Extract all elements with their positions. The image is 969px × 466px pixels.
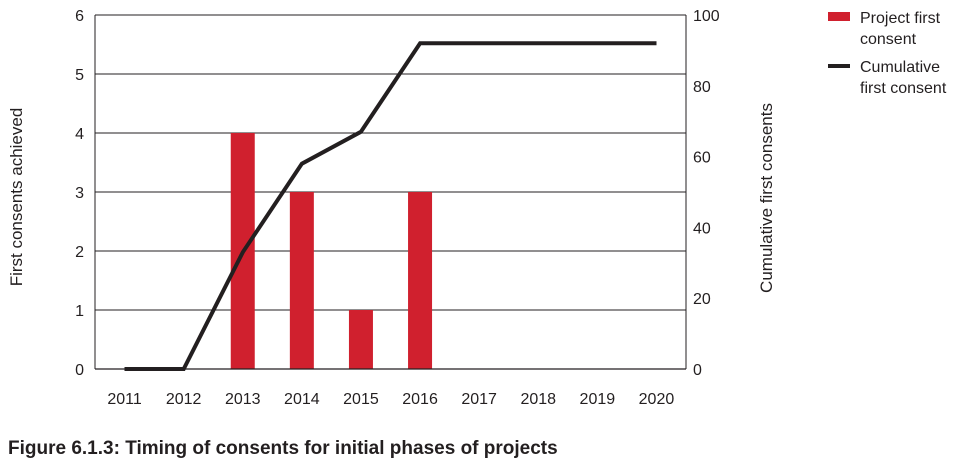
- x-tick-label: 2015: [343, 391, 379, 408]
- y-left-tick-label: 5: [75, 67, 84, 84]
- figure-caption: Figure 6.1.3: Timing of consents for ini…: [8, 438, 558, 459]
- y-axis-right-title: Cumulative first consents: [757, 103, 776, 293]
- y-right-tick-label: 40: [693, 220, 711, 237]
- legend-label-bar: Project first consent: [860, 10, 941, 48]
- x-tick-label: 2020: [639, 391, 675, 408]
- cumulative-line-series: [124, 41, 657, 371]
- x-tick-label: 2018: [520, 391, 556, 408]
- y-right-tick-label: 60: [693, 150, 711, 167]
- y-left-tick-label: 3: [75, 185, 84, 202]
- x-tick-label: 2013: [225, 391, 261, 408]
- gridlines: [95, 14, 686, 311]
- x-tick-label: 2014: [284, 391, 320, 408]
- chart-legend: Project first consent Cumulative first c…: [828, 8, 969, 106]
- y-right-tick-label: 0: [693, 362, 702, 379]
- legend-item-line: Cumulative first consent: [828, 57, 969, 99]
- x-tick-label: 2019: [580, 391, 616, 408]
- x-tick-label: 2012: [166, 391, 202, 408]
- y-right-tick-label: 20: [693, 291, 711, 308]
- y-left-tick-label: 1: [75, 303, 84, 320]
- legend-label-line: Cumulative first consent: [860, 59, 947, 97]
- axes: [94, 15, 687, 370]
- x-tick-label: 2011: [107, 391, 142, 408]
- bar: [348, 310, 373, 369]
- y-left-tick-label: 4: [75, 126, 84, 143]
- y-right-tick-label: 100: [693, 8, 720, 25]
- y-left-tick-label: 2: [75, 244, 84, 261]
- legend-swatch-line: [828, 64, 850, 68]
- legend-swatch-bar: [828, 12, 850, 21]
- y-right-tick-label: 80: [693, 79, 711, 96]
- bar: [289, 192, 314, 369]
- x-tick-label: 2016: [402, 391, 438, 408]
- x-tick-label: 2017: [461, 391, 497, 408]
- bar-series: [230, 133, 433, 369]
- y-left-tick-label: 6: [75, 8, 84, 25]
- y-axis-left-title: First consents achieved: [7, 108, 26, 287]
- cumulative-line: [124, 41, 657, 371]
- y-left-tick-label: 0: [75, 362, 84, 379]
- bar: [408, 192, 433, 369]
- legend-item-bar: Project first consent: [828, 8, 969, 50]
